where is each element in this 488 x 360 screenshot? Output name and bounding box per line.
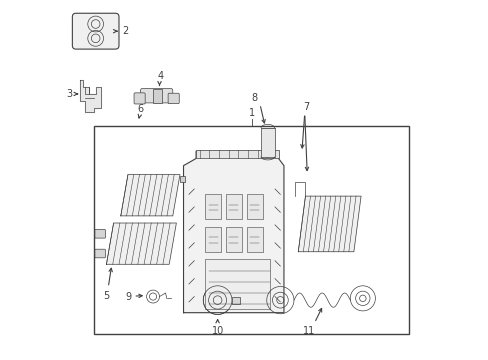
- FancyBboxPatch shape: [95, 229, 105, 238]
- FancyBboxPatch shape: [134, 93, 145, 104]
- Text: 3: 3: [66, 89, 72, 99]
- Bar: [246, 226, 262, 252]
- FancyBboxPatch shape: [140, 89, 172, 103]
- Bar: [94, 126, 408, 334]
- Text: 10: 10: [211, 326, 224, 336]
- Bar: [153, 89, 162, 103]
- Bar: [225, 226, 242, 252]
- Bar: [246, 194, 262, 220]
- Text: 9: 9: [125, 292, 131, 302]
- Bar: [204, 194, 221, 220]
- FancyBboxPatch shape: [95, 249, 105, 258]
- Text: 4: 4: [157, 71, 163, 81]
- Text: 11: 11: [302, 326, 315, 336]
- Text: 8: 8: [250, 93, 257, 103]
- Polygon shape: [80, 80, 101, 112]
- FancyBboxPatch shape: [72, 13, 119, 49]
- Polygon shape: [183, 151, 284, 313]
- Text: 7: 7: [303, 102, 309, 112]
- Bar: [231, 297, 239, 304]
- Bar: [261, 128, 274, 157]
- Bar: [196, 149, 278, 158]
- Polygon shape: [106, 223, 176, 264]
- Text: 2: 2: [122, 26, 128, 36]
- Text: 1: 1: [248, 108, 254, 118]
- Bar: [204, 226, 221, 252]
- Text: 5: 5: [103, 291, 109, 301]
- Text: 6: 6: [137, 104, 143, 114]
- Polygon shape: [298, 196, 360, 252]
- Bar: [225, 194, 242, 220]
- Bar: [180, 176, 185, 182]
- Polygon shape: [121, 175, 180, 216]
- FancyBboxPatch shape: [168, 93, 179, 104]
- Bar: [204, 259, 269, 309]
